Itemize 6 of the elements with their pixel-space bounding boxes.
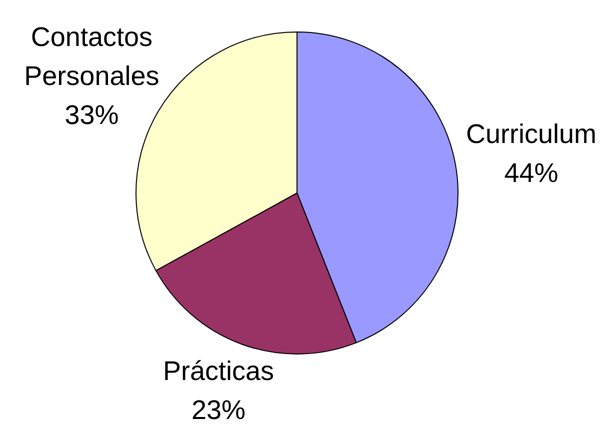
- data-label: 33%: [64, 100, 119, 130]
- slice-label: Curriculum: [466, 119, 597, 150]
- data-label: 23%: [191, 395, 246, 426]
- slice-label: Contactos Personales: [24, 22, 160, 92]
- slice-label: Prácticas: [162, 356, 274, 386]
- data-label: 44%: [504, 158, 558, 188]
